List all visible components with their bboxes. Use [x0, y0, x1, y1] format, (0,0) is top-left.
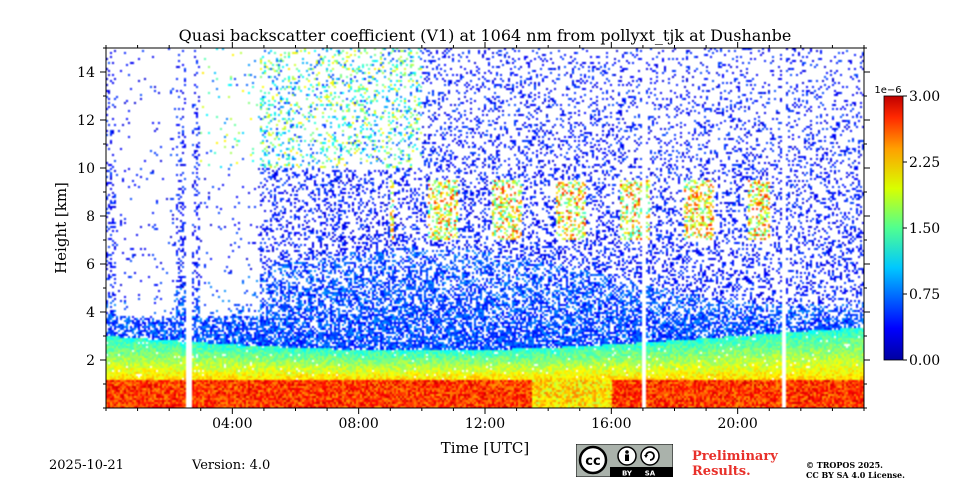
y-tick-label: 2: [86, 353, 95, 369]
y-tick-label: 14: [77, 65, 95, 81]
date-label: 2025-10-21: [49, 458, 124, 473]
x-axis: 04:00 08:00 12:00 16:00 20:00: [105, 42, 865, 432]
y-tick-label: 8: [86, 209, 95, 225]
preliminary-line-1: Preliminary: [692, 449, 778, 464]
y-tick-label: 6: [86, 257, 95, 273]
colorbar: 1e−6 0.00 0.75 1.50 2.25 3.00: [874, 85, 940, 369]
cc-icon: [578, 445, 608, 475]
colorbar-tick-label: 1.50: [909, 221, 940, 237]
x-tick-label: 12:00: [465, 416, 505, 432]
y-axis: 2 4 6 8 10 12 14: [77, 47, 870, 409]
cc-by-sa-badge[interactable]: cc BY SA: [576, 444, 673, 477]
y-tick-label: 10: [77, 161, 95, 177]
colorbar-tick-label: 0.75: [909, 287, 940, 303]
sa-share-icon: [640, 446, 660, 466]
copyright-line-2: CC BY SA 4.0 License.: [806, 470, 905, 480]
backscatter-heatmap: [106, 48, 864, 408]
x-axis-label: Time [UTC]: [441, 439, 530, 457]
copyright-note: © TROPOS 2025. CC BY SA 4.0 License.: [806, 460, 905, 480]
colorbar-multiplier: 1e−6: [874, 85, 901, 96]
cc-text: cc: [585, 454, 600, 469]
x-tick-label: 08:00: [338, 416, 378, 432]
x-tick-label: 20:00: [717, 416, 757, 432]
x-tick-label: 16:00: [591, 416, 631, 432]
by-label: BY: [622, 470, 633, 478]
chart-title: Quasi backscatter coefficient (V1) at 10…: [179, 26, 792, 45]
plot-area: [105, 47, 865, 409]
preliminary-results-note: Preliminary Results.: [692, 449, 778, 479]
sa-label: SA: [645, 470, 656, 478]
colorbar-gradient: [883, 95, 904, 361]
colorbar-tick-label: 0.00: [909, 353, 940, 369]
x-tick-label: 04:00: [212, 416, 252, 432]
colorbar-tick-label: 3.00: [909, 89, 940, 105]
y-tick-label: 4: [86, 305, 95, 321]
copyright-line-1: © TROPOS 2025.: [806, 460, 883, 470]
y-axis-label: Height [km]: [52, 182, 70, 274]
version-label: Version: 4.0: [192, 458, 271, 473]
y-tick-label: 12: [77, 113, 95, 129]
colorbar-tick-label: 2.25: [909, 155, 940, 171]
preliminary-line-2: Results.: [692, 464, 751, 479]
